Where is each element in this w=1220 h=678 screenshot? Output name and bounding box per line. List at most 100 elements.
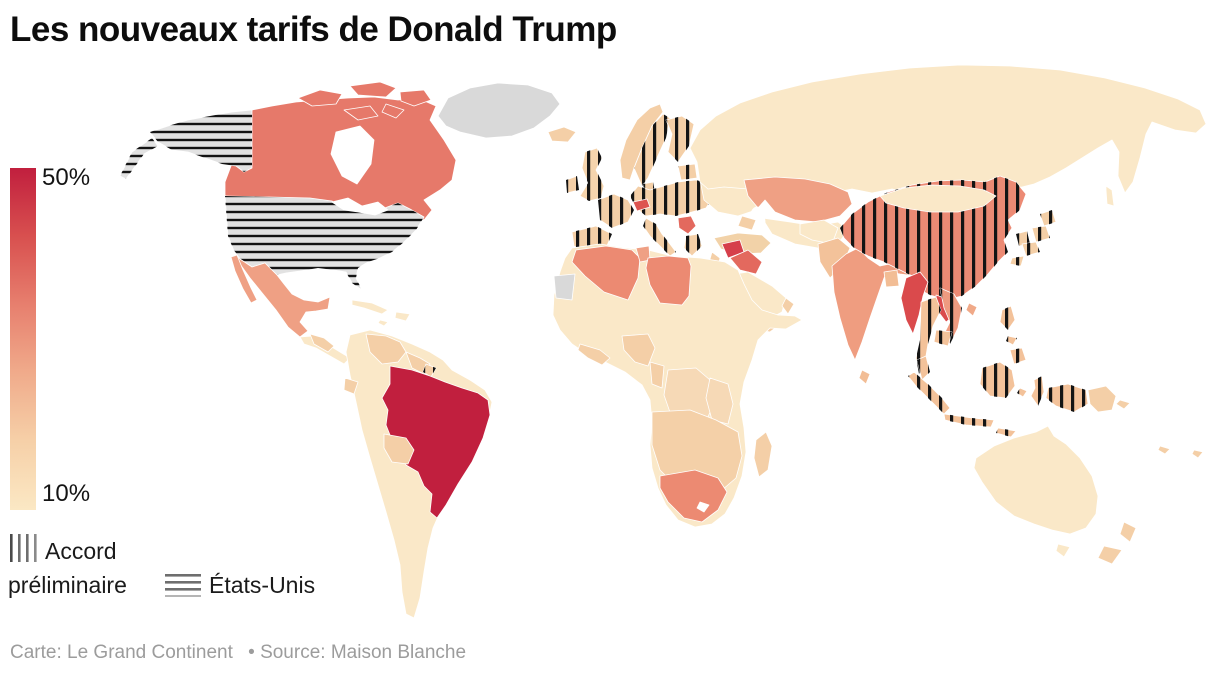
country-usa-mainland-hatch	[225, 196, 424, 290]
country-malaysia-peninsula-hatch	[917, 356, 930, 380]
country-baltics-hatch	[678, 164, 697, 180]
country-myanmar	[900, 271, 929, 335]
country-japan-hokkaido-hatch	[1040, 210, 1056, 226]
country-cameroon	[649, 361, 665, 389]
great-lakes-water	[331, 197, 389, 216]
country-caucasus	[737, 215, 757, 231]
country-japan-honshu-south-hatch	[1022, 242, 1040, 256]
country-mexico-baja	[230, 254, 258, 304]
country-new-zealand-south	[1097, 545, 1123, 565]
credit-text: Carte: Le Grand Continent	[10, 642, 233, 663]
scale-min-label: 10%	[42, 480, 91, 507]
country-greenland	[437, 82, 561, 139]
country-russia-sakhalin	[1105, 185, 1115, 207]
country-ireland-hatch	[566, 176, 579, 193]
country-indonesia-sulawesi-hatch	[1031, 376, 1044, 406]
vertical-lines-icon	[10, 534, 37, 562]
country-canada-island	[399, 89, 432, 107]
country-mongolia	[879, 184, 997, 213]
country-fiji	[1191, 449, 1204, 459]
country-western-sahara	[553, 273, 576, 301]
country-japan-honshu-north-hatch	[1032, 226, 1050, 242]
country-cuba	[351, 299, 389, 315]
country-madagascar	[753, 431, 773, 478]
country-libya	[645, 255, 692, 306]
country-oman-tip	[781, 297, 795, 315]
country-indonesia-java-hatch	[944, 414, 994, 427]
country-india	[831, 247, 929, 361]
country-australia-tasmania	[1055, 543, 1071, 558]
country-eu-central-hatch	[630, 180, 714, 216]
legend-item-usa: États-Unis	[164, 568, 315, 602]
country-indonesia-papua-hatch	[1046, 384, 1088, 412]
legend-item-accord: Accord préliminaire	[8, 533, 160, 602]
color-gradient-bar	[10, 168, 36, 510]
country-southern-africa	[651, 409, 743, 495]
legend-label-usa: États-Unis	[209, 572, 316, 598]
country-png-new-britain	[1115, 399, 1131, 410]
country-new-caledonia	[1157, 445, 1171, 455]
country-iceland	[547, 126, 577, 143]
country-west-africa	[577, 343, 611, 366]
country-thailand-hatch	[916, 297, 941, 374]
scale-max-label: 50%	[42, 164, 91, 191]
country-philippines-luzon-hatch	[1000, 306, 1015, 330]
country-greece-hatch	[684, 234, 702, 256]
country-serbia	[677, 215, 697, 235]
country-venezuela	[365, 333, 407, 365]
country-brazil	[381, 365, 491, 519]
country-sweden-hatch	[634, 114, 670, 186]
country-taiwan	[965, 302, 978, 317]
legend-label-accord: Accord préliminaire	[8, 538, 127, 598]
country-indonesia-lesser-sunda-hatch	[996, 428, 1016, 437]
source-text: • Source: Maison Blanche	[248, 642, 467, 663]
country-ecuador	[343, 377, 359, 395]
country-canada-island	[349, 81, 397, 98]
country-japan-kyushu-hatch	[1010, 256, 1024, 266]
country-norway	[619, 103, 664, 181]
country-mexico	[233, 250, 331, 338]
country-usa-aleutians-hatch	[120, 138, 158, 179]
chart-title: Les nouveaux tarifs de Donald Trump	[10, 10, 617, 49]
country-canada-island	[297, 89, 343, 107]
horizontal-lines-icon	[165, 574, 201, 597]
country-philippines-visayas-hatch	[1006, 336, 1017, 345]
country-france-hatch	[598, 194, 634, 228]
country-bangladesh	[883, 269, 900, 288]
country-french-guiana-hatch	[423, 364, 436, 377]
country-uk-hatch	[580, 148, 604, 201]
country-papua-new-guinea	[1087, 385, 1117, 413]
country-bolivia	[383, 433, 415, 465]
country-vietnam-hatch	[940, 288, 962, 344]
country-kazakhstan	[743, 176, 853, 223]
country-australia	[973, 425, 1099, 535]
country-canada-island	[381, 103, 405, 119]
country-south-africa	[659, 469, 728, 523]
country-philippines-mindanao-hatch	[1010, 348, 1026, 364]
country-italy-hatch	[643, 218, 676, 256]
country-nigeria	[621, 333, 656, 367]
pattern-legend: Accord préliminaire États-Unis	[8, 533, 342, 602]
country-iraq	[729, 249, 763, 275]
country-algeria	[571, 245, 641, 301]
country-canada-island	[343, 105, 379, 121]
country-lesotho	[696, 501, 710, 513]
country-cambodia-hatch	[934, 330, 952, 346]
country-jamaica	[377, 319, 389, 327]
country-russia	[689, 64, 1207, 194]
country-hispaniola	[394, 311, 411, 322]
country-finland-hatch	[666, 116, 694, 162]
country-south-korea-hatch	[1016, 231, 1030, 246]
country-indonesia-sumatra-hatch	[908, 372, 950, 414]
source-line: Carte: Le Grand Continent • Source: Mais…	[10, 642, 466, 664]
country-nicaragua	[309, 333, 335, 353]
country-usa-alaska-hatch	[150, 110, 252, 172]
country-indonesia-borneo-hatch	[980, 362, 1015, 398]
country-switzerland	[632, 198, 651, 212]
country-sri-lanka	[858, 369, 871, 385]
country-new-zealand-north	[1119, 521, 1137, 543]
hudson-bay-water	[330, 125, 375, 185]
country-indonesia-moluccas-hatch	[1017, 388, 1027, 397]
